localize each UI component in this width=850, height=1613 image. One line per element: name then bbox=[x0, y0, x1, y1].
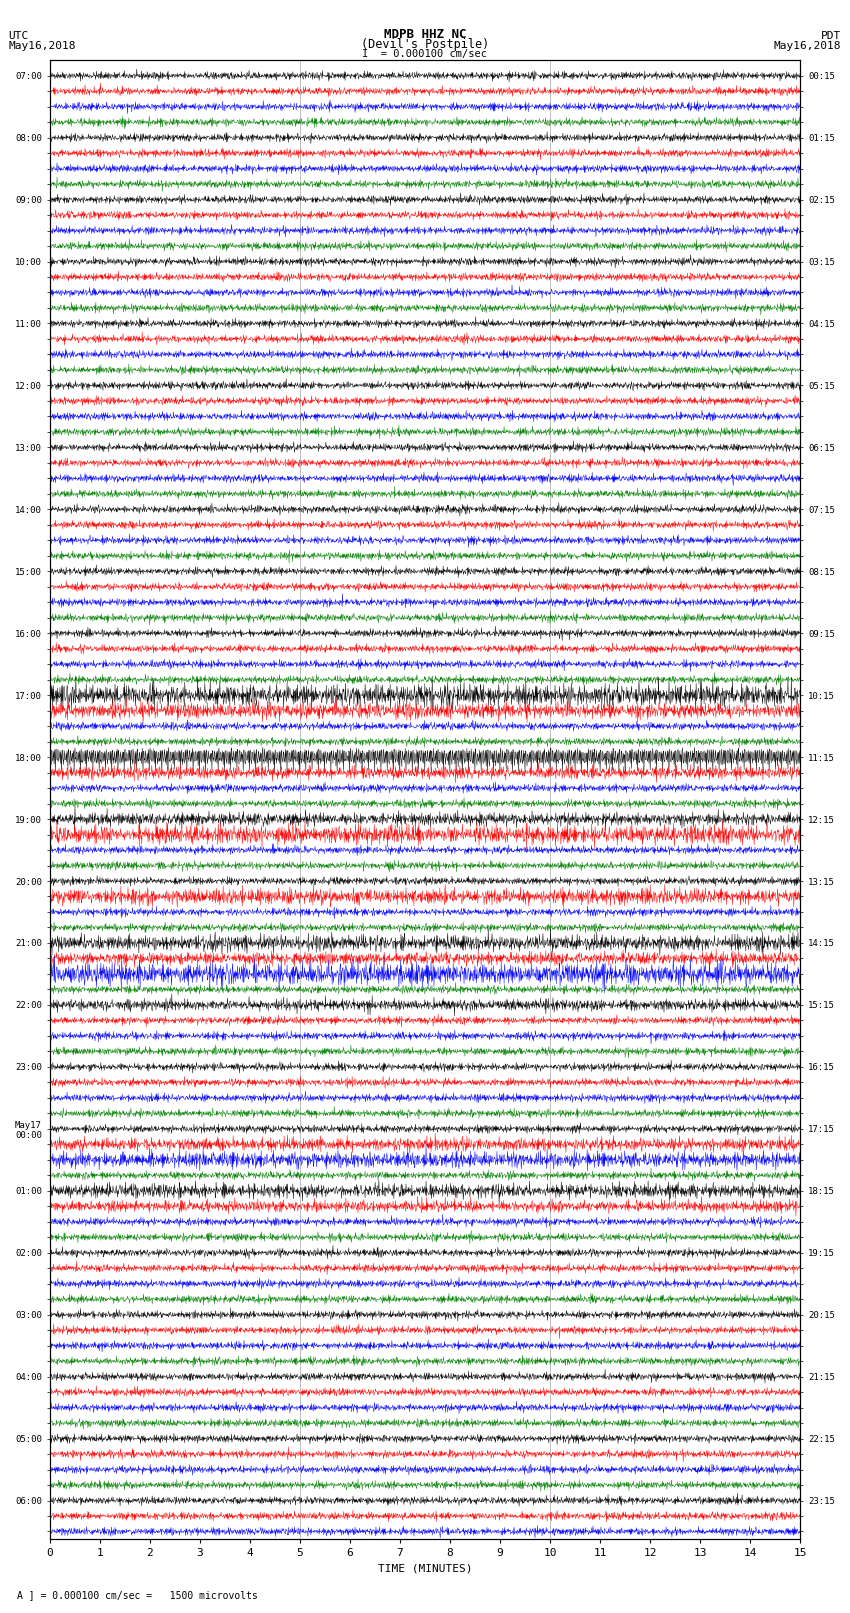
Text: UTC: UTC bbox=[8, 31, 29, 40]
X-axis label: TIME (MINUTES): TIME (MINUTES) bbox=[377, 1565, 473, 1574]
Text: I  = 0.000100 cm/sec: I = 0.000100 cm/sec bbox=[362, 48, 488, 58]
Text: May16,2018: May16,2018 bbox=[8, 40, 76, 50]
Text: May16,2018: May16,2018 bbox=[774, 40, 842, 50]
Text: PDT: PDT bbox=[821, 31, 842, 40]
Text: A ] = 0.000100 cm/sec =   1500 microvolts: A ] = 0.000100 cm/sec = 1500 microvolts bbox=[17, 1590, 258, 1600]
Text: (Devil's Postpile): (Devil's Postpile) bbox=[361, 37, 489, 50]
Text: MDPB HHZ NC: MDPB HHZ NC bbox=[383, 27, 467, 40]
